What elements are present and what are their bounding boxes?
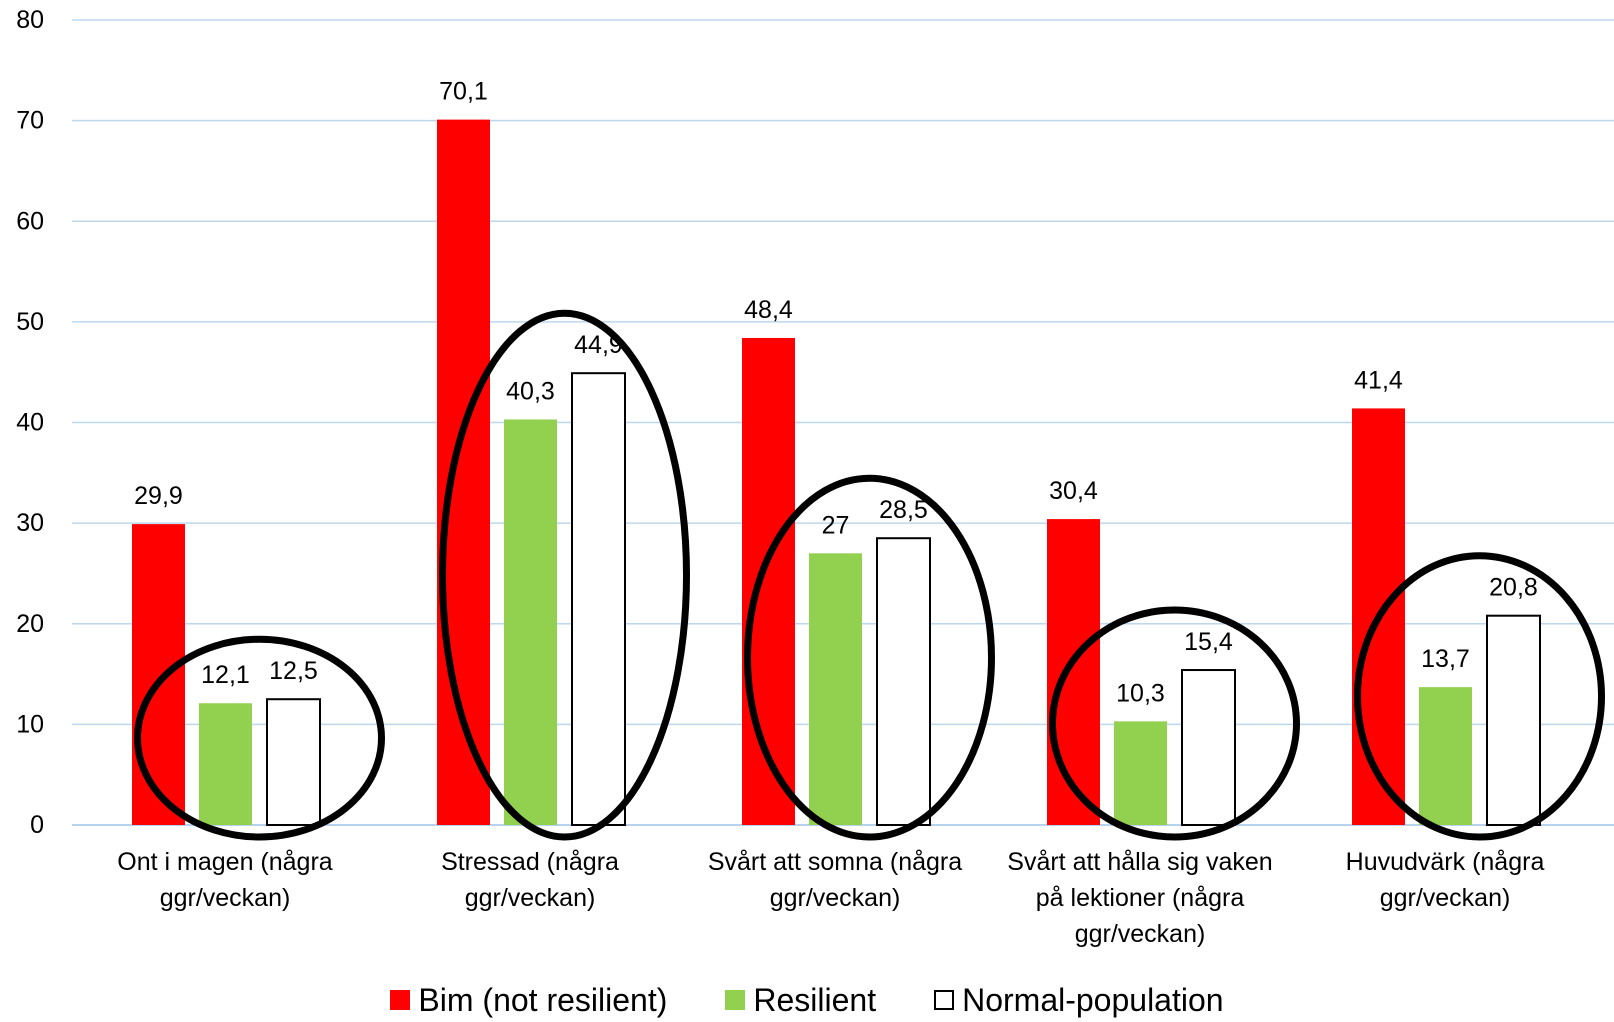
data-label-resilient: 40,3 — [506, 377, 555, 405]
bar-bim — [1047, 519, 1100, 825]
bar-normal-population — [266, 698, 321, 826]
y-tick-label: 80 — [16, 6, 44, 34]
data-label-resilient: 13,7 — [1421, 645, 1470, 673]
y-tick-label: 40 — [16, 409, 44, 437]
bar-resilient — [1114, 721, 1167, 825]
data-label-bim: 29,9 — [134, 482, 183, 510]
bar-resilient — [809, 553, 862, 825]
bar-bim — [742, 337, 795, 825]
bar-resilient — [1419, 687, 1472, 825]
y-tick-label: 0 — [30, 811, 44, 839]
data-label-resilient: 27 — [822, 511, 850, 539]
highlight-ellipse — [439, 309, 690, 841]
data-label-normal-population: 20,8 — [1489, 574, 1538, 602]
x-category-label: Stressad (några ggr/veckan) — [441, 848, 619, 912]
bar-bim — [132, 524, 185, 825]
bar-normal-population — [1486, 614, 1541, 827]
x-category-label: Ont i magen (några ggr/veckan) — [117, 848, 332, 912]
x-category-label: Huvudvärk (några ggr/veckan) — [1346, 848, 1545, 912]
bar-normal-population — [876, 537, 931, 826]
legend: Bim (not resilient) Resilient Normal-pop… — [0, 978, 1614, 1022]
bar-resilient — [199, 703, 252, 825]
data-label-resilient: 12,1 — [201, 661, 250, 689]
legend-swatch-resilient — [725, 990, 746, 1010]
data-label-bim: 41,4 — [1354, 366, 1403, 394]
legend-item-normal-population: Normal-population — [934, 981, 1224, 1019]
chart: 29,912,1 12,570,140,344,948,42728,530,410… — [16, 6, 1614, 948]
y-tick-label: 20 — [16, 610, 44, 638]
y-tick-label: 10 — [16, 710, 44, 738]
bar-bim — [437, 119, 490, 825]
y-tick-label: 50 — [16, 308, 44, 336]
highlight-ellipse — [1049, 606, 1300, 841]
legend-label-bim: Bim (not resilient) — [418, 981, 668, 1018]
legend-swatch-normal-population — [934, 990, 955, 1010]
legend-item-bim: Bim (not resilient) — [390, 982, 667, 1019]
data-label-bim: 70,1 — [439, 78, 488, 106]
bar-normal-population — [571, 372, 626, 826]
y-tick-label: 60 — [16, 207, 44, 235]
legend-swatch-bim — [390, 990, 411, 1010]
legend-item-resilient: Resilient — [725, 982, 876, 1019]
x-category-label: Svårt att somna (några ggr/veckan) — [708, 848, 962, 912]
legend-label-resilient: Resilient — [753, 981, 877, 1018]
legend-label-normal-population: Normal-population — [962, 981, 1224, 1018]
data-label-resilient: 10,3 — [1116, 679, 1165, 707]
data-label-normal-population: 15,4 — [1184, 628, 1233, 656]
bar-normal-population — [1181, 669, 1236, 826]
highlight-ellipse — [1354, 552, 1605, 841]
y-tick-label: 70 — [16, 107, 44, 135]
highlight-ellipse — [744, 474, 995, 841]
data-label-normal-population: 28,5 — [879, 496, 928, 524]
data-label-bim: 30,4 — [1049, 477, 1098, 505]
highlight-ellipse — [134, 635, 385, 841]
y-tick-label: 30 — [16, 509, 44, 537]
data-label-bim: 48,4 — [744, 296, 793, 324]
x-category-label: Svårt att hålla sig vaken på lektioner (n… — [1007, 848, 1272, 948]
data-label-normal-population: 12,5 — [269, 657, 318, 685]
bar-resilient — [504, 419, 557, 825]
